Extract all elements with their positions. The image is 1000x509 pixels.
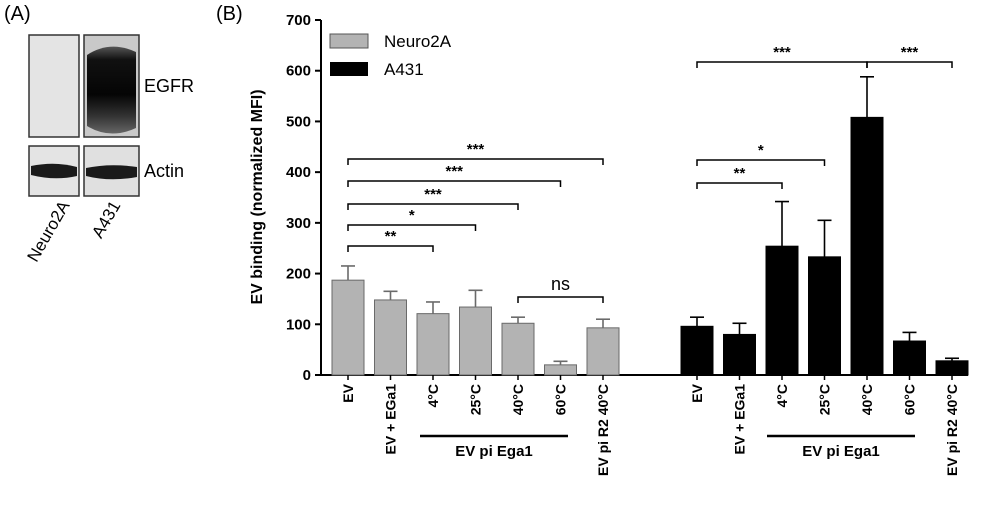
group-bracket-neuro2a: EV pi Ega1 (420, 434, 568, 460)
bar (850, 116, 884, 376)
western-blot (28, 34, 140, 197)
bar (586, 327, 620, 376)
actin-band-a431 (86, 165, 137, 180)
panel-b-label: (B) (216, 3, 243, 25)
category-label: EV (689, 383, 705, 402)
significance-bracket (347, 224, 477, 231)
blot-neuro2a-egfr (28, 34, 80, 138)
y-tick-label: 0 (303, 367, 311, 384)
actin-label: Actin (144, 161, 184, 181)
lane-label-a431: A431 (88, 198, 124, 242)
bar (374, 299, 407, 376)
significance-label: ** (734, 165, 746, 182)
significance-bracket (866, 61, 953, 68)
significance-bracket (696, 159, 826, 166)
legend-label-a431: A431 (384, 60, 424, 79)
bar (501, 322, 535, 376)
group-bracket-a431: EV pi Ega1 (767, 434, 915, 460)
plot-area: 0 100 200 300 400 500 600 700 EV EV + EGa1 4°C 25°C… (286, 12, 969, 476)
actin-band-neuro2a (31, 163, 77, 179)
significance-bracket (347, 158, 604, 165)
category-label: EV + EGa1 (732, 384, 748, 455)
group-label-neuro2a: EV pi Ega1 (455, 443, 533, 460)
bar (680, 325, 714, 376)
significance-label: ** (385, 228, 397, 245)
category-label: 60°C (902, 384, 918, 415)
y-tick-label: 700 (286, 12, 311, 29)
significance-bracket (347, 203, 519, 210)
category-label: 40°C (510, 384, 526, 415)
y-tick-label: 300 (286, 215, 311, 232)
significance-bracket (696, 182, 783, 189)
significance-label: *** (901, 44, 919, 61)
significance-label: *** (773, 44, 791, 61)
legend-swatch-neuro2a (329, 33, 369, 49)
significance-bracket (517, 296, 604, 303)
bar (935, 360, 969, 376)
group-label-a431: EV pi Ega1 (802, 443, 880, 460)
category-label: 25°C (468, 384, 484, 415)
legend-label-neuro2a: Neuro2A (384, 32, 452, 51)
category-label: EV pi R2 40°C (595, 384, 611, 476)
category-label: 60°C (553, 384, 569, 415)
y-tick-label: 400 (286, 164, 311, 181)
y-tick-label: 500 (286, 113, 311, 130)
bar (331, 279, 365, 376)
lane-label-neuro2a: Neuro2A (23, 197, 73, 265)
category-label: 4°C (425, 384, 441, 408)
significance-label: *** (424, 186, 442, 203)
panel-a-label: (A) (4, 3, 31, 25)
y-axis-label: EV binding (normalized MFI) (249, 89, 266, 304)
category-label: EV pi R2 40°C (944, 384, 960, 476)
significance-label: *** (445, 163, 463, 180)
legend: Neuro2A A431 (329, 32, 452, 79)
category-label: EV + EGa1 (383, 384, 399, 455)
egfr-band (87, 46, 136, 134)
category-label: EV (340, 383, 356, 402)
y-tick-label: 100 (286, 316, 311, 333)
bar (544, 364, 577, 376)
significance-label: ns (551, 274, 570, 294)
bar (893, 340, 926, 376)
bar (808, 256, 841, 376)
significance-label: * (409, 207, 415, 224)
legend-swatch-a431 (330, 62, 368, 76)
bar (416, 313, 450, 376)
category-label: 40°C (859, 384, 875, 415)
y-tick-label: 200 (286, 266, 311, 283)
bar (723, 333, 756, 376)
bar (459, 306, 492, 376)
egfr-label: EGFR (144, 76, 194, 96)
category-label: 25°C (817, 384, 833, 415)
significance-bracket (347, 180, 562, 187)
significance-bracket (347, 245, 434, 252)
y-tick-label: 600 (286, 63, 311, 80)
significance-label: * (758, 142, 764, 159)
significance-label: *** (467, 141, 485, 158)
category-label: 4°C (774, 384, 790, 408)
bar (765, 245, 799, 376)
significance-bracket (696, 61, 868, 68)
